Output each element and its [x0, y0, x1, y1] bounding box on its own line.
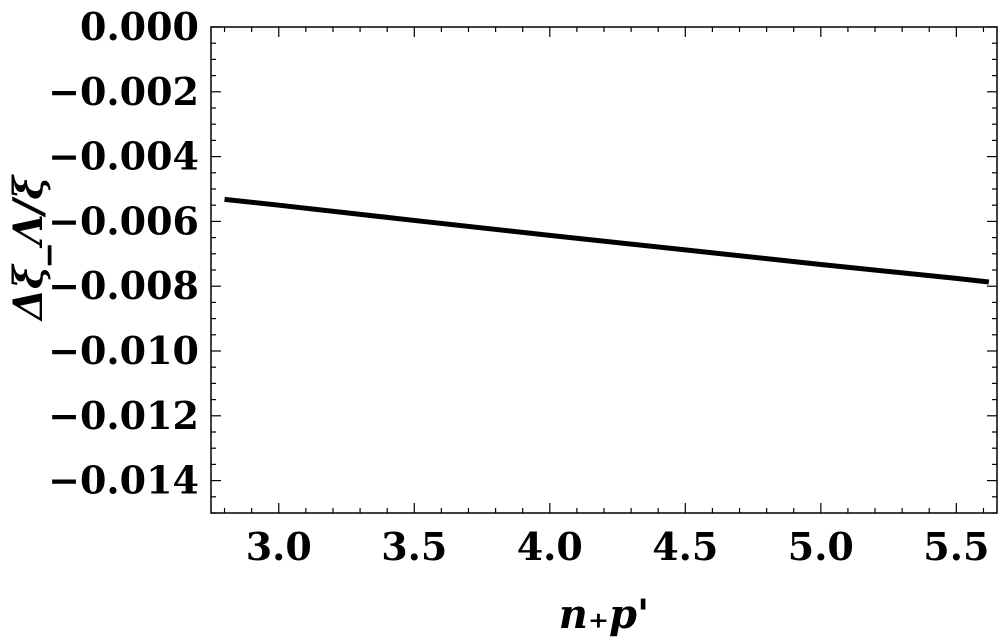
x-tick-label: 4.5	[652, 524, 718, 569]
y-tick-label: −0.014	[48, 458, 199, 503]
y-tick-labels: 0.000 −0.002 −0.004 −0.006 −0.008 −0.010 −0.01…	[48, 4, 199, 503]
y-tick-label: −0.008	[48, 263, 199, 308]
y-axis-title: Δξ_Λ/ξ	[5, 174, 52, 322]
x-tick-label: 4.0	[517, 524, 583, 569]
x-tick-label: 5.0	[788, 524, 854, 569]
x-tick-label: 3.5	[381, 524, 447, 569]
y-tick-label: −0.004	[48, 134, 199, 179]
y-tick-label: −0.006	[48, 198, 199, 243]
y-tick-label: −0.002	[48, 69, 199, 114]
x-axis-title: n₊p'	[559, 591, 649, 638]
x-tick-label: 3.0	[246, 524, 312, 569]
y-tick-label: 0.000	[80, 4, 199, 49]
x-tick-label: 5.5	[923, 524, 989, 569]
y-tick-label: −0.010	[48, 328, 199, 373]
x-tick-labels: 3.0 3.5 4.0 4.5 5.0 5.5	[246, 524, 990, 569]
y-tick-label: −0.012	[48, 393, 199, 438]
axis-ticks	[211, 26, 997, 514]
series-line	[224, 196, 990, 285]
